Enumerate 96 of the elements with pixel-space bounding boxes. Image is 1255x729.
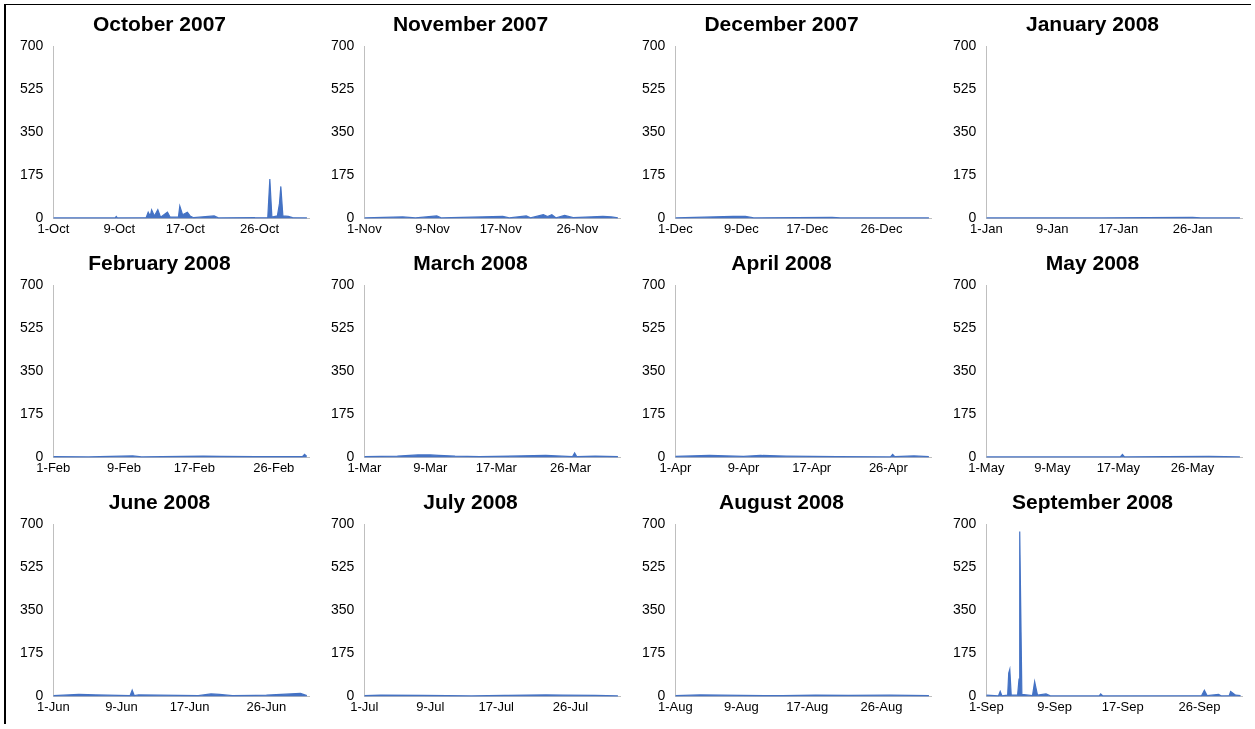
y-tick-label: 700 [331, 37, 355, 54]
x-tick-label: 17-Sep [1101, 698, 1144, 714]
x-tick-label: 26-Jun [246, 698, 287, 714]
y-tick-label: 700 [331, 515, 355, 532]
y-tick-label: 175 [20, 644, 44, 661]
y-tick-label: 350 [642, 123, 666, 140]
y-tick-label: 700 [642, 276, 666, 293]
x-tick-label: 26-Aug [860, 698, 903, 714]
x-tick-label: 26-Apr [868, 459, 909, 475]
y-tick-label: 700 [642, 37, 666, 54]
x-tick-label: 17-Apr [792, 459, 832, 475]
x-tick-label: 17-Jun [169, 698, 210, 714]
x-tick-label: 26-Feb [253, 459, 295, 475]
x-tick-label: 9-Jun [105, 698, 138, 714]
y-tick-label: 350 [953, 601, 977, 618]
x-tick-label: 17-Dec [786, 220, 829, 236]
x-tick-label: 9-Sep [1037, 698, 1072, 714]
x-tick-label: 9-Feb [106, 459, 141, 475]
y-tick-label: 350 [953, 123, 977, 140]
y-tick-label: 175 [953, 166, 977, 183]
y-tick-label: 175 [642, 644, 666, 661]
x-tick-label: 9-May [1034, 459, 1071, 475]
x-tick-label: 9-Nov [415, 220, 451, 236]
y-tick-label: 700 [20, 515, 44, 532]
y-tick-label: 175 [331, 644, 355, 661]
y-tick-label: 350 [331, 123, 355, 140]
x-tick-label: 26-Jan [1172, 220, 1213, 236]
y-tick-label: 175 [642, 405, 666, 422]
x-tick-label: 9-Oct [103, 220, 136, 236]
x-tick-label: 26-Mar [549, 459, 592, 475]
x-tick-label: 17-May [1096, 459, 1141, 475]
x-tick-label: 17-Jan [1098, 220, 1139, 236]
chart-title: December 2007 [704, 12, 859, 36]
y-tick-label: 350 [331, 601, 355, 618]
y-tick-label: 525 [331, 80, 355, 97]
y-tick-label: 525 [331, 319, 355, 336]
y-tick-label: 525 [642, 319, 666, 336]
x-tick-label: 17-Jul [478, 698, 515, 714]
y-tick-label: 525 [953, 558, 977, 575]
y-tick-label: 525 [953, 80, 977, 97]
y-tick-label: 350 [331, 362, 355, 379]
x-tick-label: 17-Feb [173, 459, 215, 475]
y-tick-label: 525 [642, 558, 666, 575]
x-tick-label: 26-Sep [1178, 698, 1221, 714]
y-tick-label: 525 [20, 558, 44, 575]
y-tick-label: 525 [642, 80, 666, 97]
x-tick-label: 26-Jul [552, 698, 589, 714]
y-tick-label: 700 [331, 276, 355, 293]
x-tick-label: 26-Dec [860, 220, 903, 236]
y-tick-label: 175 [953, 644, 977, 661]
y-tick-label: 350 [20, 601, 44, 618]
chart-title: May 2008 [1045, 251, 1140, 275]
chart-title: November 2007 [392, 12, 549, 36]
y-tick-label: 700 [642, 515, 666, 532]
x-tick-label: 17-Oct [165, 220, 206, 236]
chart-title: October 2007 [92, 12, 227, 36]
y-tick-label: 700 [20, 276, 44, 293]
y-tick-label: 525 [20, 80, 44, 97]
x-tick-label: 26-Nov [556, 220, 599, 236]
y-tick-label: 700 [953, 37, 977, 54]
x-tick-label: 17-Aug [786, 698, 829, 714]
y-tick-label: 525 [331, 558, 355, 575]
x-tick-label: 9-Jan [1036, 220, 1069, 236]
x-tick-label: 9-Aug [723, 698, 759, 714]
chart-title: January 2008 [1025, 12, 1160, 36]
x-tick-label: 9-Mar [413, 459, 448, 475]
y-tick-label: 175 [20, 166, 44, 183]
x-tick-label: 9-Jul [416, 698, 445, 714]
y-tick-label: 700 [953, 276, 977, 293]
y-tick-label: 525 [953, 319, 977, 336]
x-tick-label: 9-Apr [727, 459, 761, 475]
chart-title: February 2008 [88, 251, 232, 275]
y-tick-label: 700 [953, 515, 977, 532]
y-tick-label: 700 [20, 37, 44, 54]
y-tick-label: 175 [642, 166, 666, 183]
y-tick-label: 350 [953, 362, 977, 379]
y-tick-label: 175 [953, 405, 977, 422]
y-tick-label: 350 [20, 123, 44, 140]
y-tick-label: 350 [642, 601, 666, 618]
x-tick-label: 9-Dec [723, 220, 760, 236]
chart-title: March 2008 [413, 251, 529, 275]
chart-title: September 2008 [1011, 490, 1174, 514]
y-tick-label: 350 [20, 362, 44, 379]
chart-title: June 2008 [108, 490, 211, 514]
chart-title: April 2008 [731, 251, 833, 275]
chart-title: August 2008 [719, 490, 845, 514]
x-tick-label: 17-Mar [475, 459, 518, 475]
y-tick-label: 175 [331, 166, 355, 183]
x-tick-label: 17-Nov [479, 220, 523, 236]
x-tick-label: 26-May [1170, 459, 1215, 475]
y-tick-label: 175 [20, 405, 44, 422]
y-tick-label: 175 [331, 405, 355, 422]
chart-title: July 2008 [423, 490, 519, 514]
y-tick-label: 350 [642, 362, 666, 379]
y-tick-label: 525 [20, 319, 44, 336]
x-tick-label: 26-Oct [240, 220, 280, 236]
